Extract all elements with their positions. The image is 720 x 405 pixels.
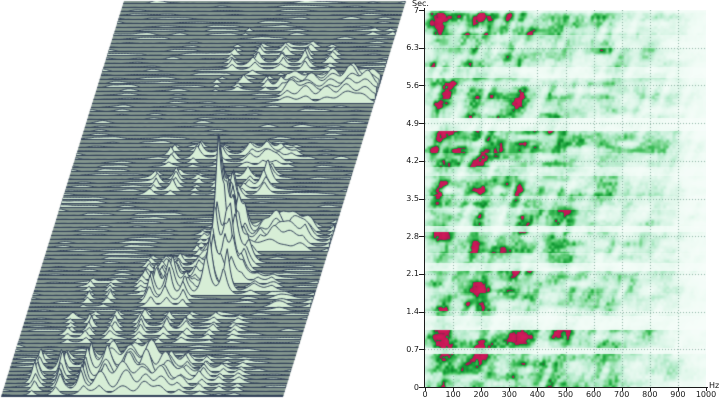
x-tick-mark <box>678 387 679 391</box>
y-tick-mark <box>419 10 425 11</box>
y-tick-label: 0.7 <box>406 344 419 354</box>
x-tick-mark <box>509 387 510 391</box>
y-tick-label: 1.4 <box>406 307 419 317</box>
x-tick-mark <box>425 387 426 391</box>
x-tick-mark <box>706 387 707 391</box>
x-tick-mark <box>594 387 595 391</box>
x-tick-mark <box>650 387 651 391</box>
x-tick-mark <box>537 387 538 391</box>
x-tick-label: 400 <box>529 390 546 399</box>
y-tick-mark <box>419 123 425 124</box>
x-tick-label: 800 <box>642 390 658 399</box>
x-tick-mark <box>453 387 454 391</box>
y-axis-line <box>424 8 425 388</box>
y-tick-mark <box>419 236 425 237</box>
waterfall-ridgeline-plot <box>0 0 410 405</box>
x-tick-mark <box>481 387 482 391</box>
y-tick-mark <box>419 387 425 388</box>
y-tick-label: 5.6 <box>406 80 419 90</box>
y-tick-label: 2.8 <box>406 231 419 241</box>
y-tick-label: 7 <box>413 5 419 15</box>
y-axis-title: Sec. <box>412 0 429 8</box>
x-tick-label: 600 <box>585 390 602 399</box>
y-tick-label: 4.2 <box>406 156 419 166</box>
x-tick-mark <box>566 387 567 391</box>
x-tick-label: 500 <box>557 390 574 399</box>
x-tick-label: 900 <box>670 390 686 399</box>
x-tick-label: 1000 <box>695 390 717 399</box>
y-tick-label: 4.9 <box>406 118 419 128</box>
x-tick-label: 200 <box>473 390 489 399</box>
x-tick-label: 0 <box>422 390 428 399</box>
x-tick-label: 700 <box>614 390 630 399</box>
y-tick-mark <box>419 48 425 49</box>
y-tick-mark <box>419 274 425 275</box>
y-tick-mark <box>419 199 425 200</box>
x-tick-label: 100 <box>445 390 461 399</box>
x-tick-mark <box>622 387 623 391</box>
x-axis-title: Hz <box>709 381 720 390</box>
y-tick-mark <box>419 161 425 162</box>
spectrogram-heatmap <box>425 10 706 387</box>
y-tick-label: 2.1 <box>406 269 419 279</box>
y-tick-mark <box>419 85 425 86</box>
y-tick-mark <box>419 349 425 350</box>
y-tick-label: 3.5 <box>406 194 419 203</box>
y-tick-label: 6.3 <box>406 43 419 53</box>
y-tick-mark <box>419 312 425 313</box>
x-tick-label: 300 <box>501 390 517 399</box>
y-tick-label: 0 <box>413 382 419 392</box>
